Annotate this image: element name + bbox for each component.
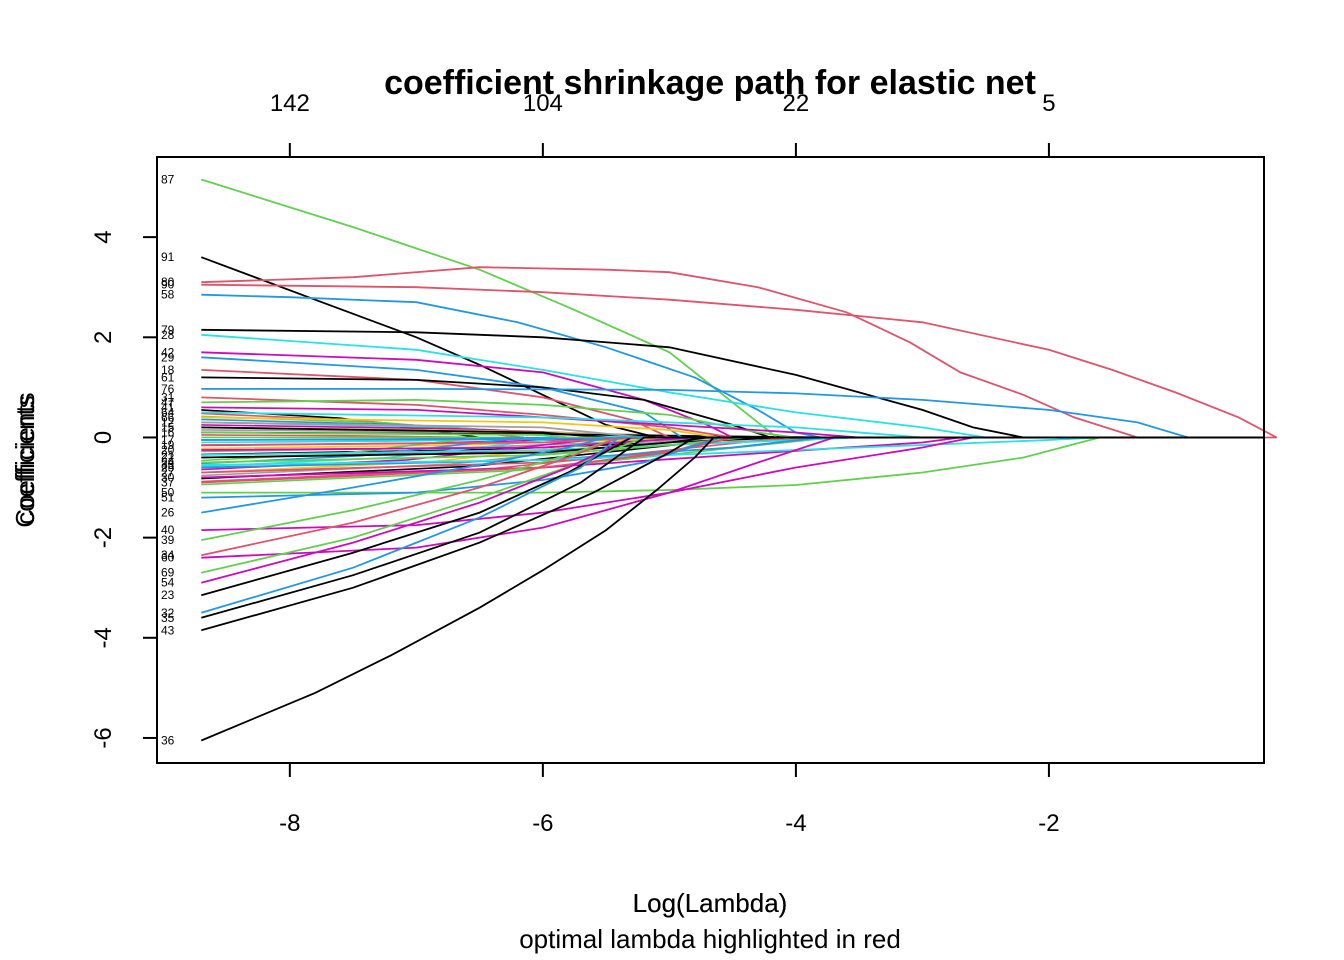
path-label-91: 91 — [161, 250, 175, 264]
coef-path-50 — [201, 436, 1264, 494]
path-label-66: 66 — [161, 410, 175, 424]
path-label-36: 36 — [161, 733, 175, 747]
coef-path-87 — [201, 178, 1264, 439]
coef-path-43 — [201, 436, 1264, 632]
coef-path-76 — [201, 388, 1264, 439]
path-label-24: 24 — [161, 456, 175, 470]
coef-path-91 — [200, 256, 1264, 439]
y-axis: -6 -4 -2 0 2 4 — [90, 230, 157, 749]
coef-path-80 — [201, 266, 1264, 439]
coef-path-36 — [200, 436, 1264, 742]
path-label-80: 80 — [161, 275, 175, 289]
y-axis-label-overlay: coefficients — [10, 395, 40, 525]
path-label-18: 18 — [161, 363, 175, 377]
path-label-35: 35 — [161, 611, 175, 625]
coef-path-28 — [201, 333, 1264, 439]
path-label-16: 16 — [161, 425, 175, 439]
x-axis: -8 -6 -4 -2 — [279, 762, 1060, 837]
y-tick-label: 2 — [90, 331, 117, 344]
path-label-37: 37 — [161, 476, 175, 490]
top-tick-label: 5 — [1042, 90, 1055, 117]
top-tick-label: 22 — [783, 90, 810, 117]
y-tick-label: 4 — [90, 230, 117, 243]
path-label-41: 41 — [161, 400, 175, 414]
path-label-29: 29 — [161, 350, 175, 364]
path-label-58: 58 — [161, 288, 175, 302]
x-tick-label: -2 — [1038, 810, 1059, 837]
coef-path-23 — [201, 436, 1264, 597]
path-label-61: 61 — [161, 370, 175, 384]
path-label-31: 31 — [161, 390, 175, 404]
path-label-34: 34 — [161, 548, 175, 562]
path-label-25: 25 — [161, 461, 175, 475]
path-label-51: 51 — [161, 491, 175, 505]
y-tick-label: -4 — [90, 627, 117, 648]
y-tick-label: -2 — [90, 527, 117, 548]
path-label-60: 60 — [161, 551, 175, 565]
top-tick-label: 142 — [270, 90, 310, 117]
top-axis-nonzero-counts: 142 104 22 5 — [270, 90, 1056, 158]
path-label-12: 12 — [161, 415, 175, 429]
path-label-43: 43 — [161, 623, 175, 637]
path-label-23: 23 — [161, 588, 175, 602]
path-label-64: 64 — [161, 405, 175, 419]
x-axis-label: Log(Lambda) — [633, 888, 788, 918]
path-label-79: 79 — [161, 323, 175, 337]
path-label-15: 15 — [161, 420, 175, 434]
path-label-54: 54 — [161, 576, 175, 590]
path-label-39: 39 — [161, 533, 175, 547]
path-label-40: 40 — [161, 523, 175, 537]
path-label-50: 50 — [161, 486, 175, 500]
chart-subtitle: optimal lambda highlighted in red — [519, 924, 901, 954]
path-label-32: 32 — [161, 606, 175, 620]
path-label-28: 28 — [161, 328, 175, 342]
path-label-33: 33 — [161, 458, 175, 472]
path-label-21: 21 — [161, 448, 175, 462]
path-label-19: 19 — [161, 438, 175, 452]
coef-path-40 — [201, 436, 1264, 531]
path-label-87: 87 — [161, 173, 175, 187]
path-label-22: 22 — [161, 450, 175, 464]
path-label-30: 30 — [161, 471, 175, 485]
y-tick-label: 0 — [90, 431, 117, 444]
y-tick-label: -6 — [90, 727, 117, 748]
path-label-27: 27 — [161, 466, 175, 480]
coefficient-paths — [200, 178, 1278, 742]
path-label-17: 17 — [161, 433, 175, 447]
path-label-42: 42 — [161, 345, 175, 359]
x-tick-label: -6 — [532, 810, 553, 837]
coef-path-79 — [201, 328, 1264, 439]
path-label-90: 90 — [161, 278, 175, 292]
path-label-26: 26 — [161, 506, 175, 520]
x-axis-label-overlay: Log(Lambda) — [633, 888, 788, 918]
x-tick-label: -8 — [279, 810, 300, 837]
path-label-69: 69 — [161, 566, 175, 580]
path-label-20: 20 — [161, 443, 175, 457]
coef-path-58 — [201, 293, 1264, 439]
coef-path-90 — [201, 283, 1278, 439]
path-label-76: 76 — [161, 382, 175, 396]
y-axis-label: Coefficients — [10, 392, 40, 527]
chart-title: coefficient shrinkage path for elastic n… — [384, 64, 1036, 102]
coef-path-69 — [201, 436, 1264, 574]
path-label-47: 47 — [161, 395, 175, 409]
top-tick-label: 104 — [523, 90, 563, 117]
x-tick-label: -4 — [785, 810, 806, 837]
